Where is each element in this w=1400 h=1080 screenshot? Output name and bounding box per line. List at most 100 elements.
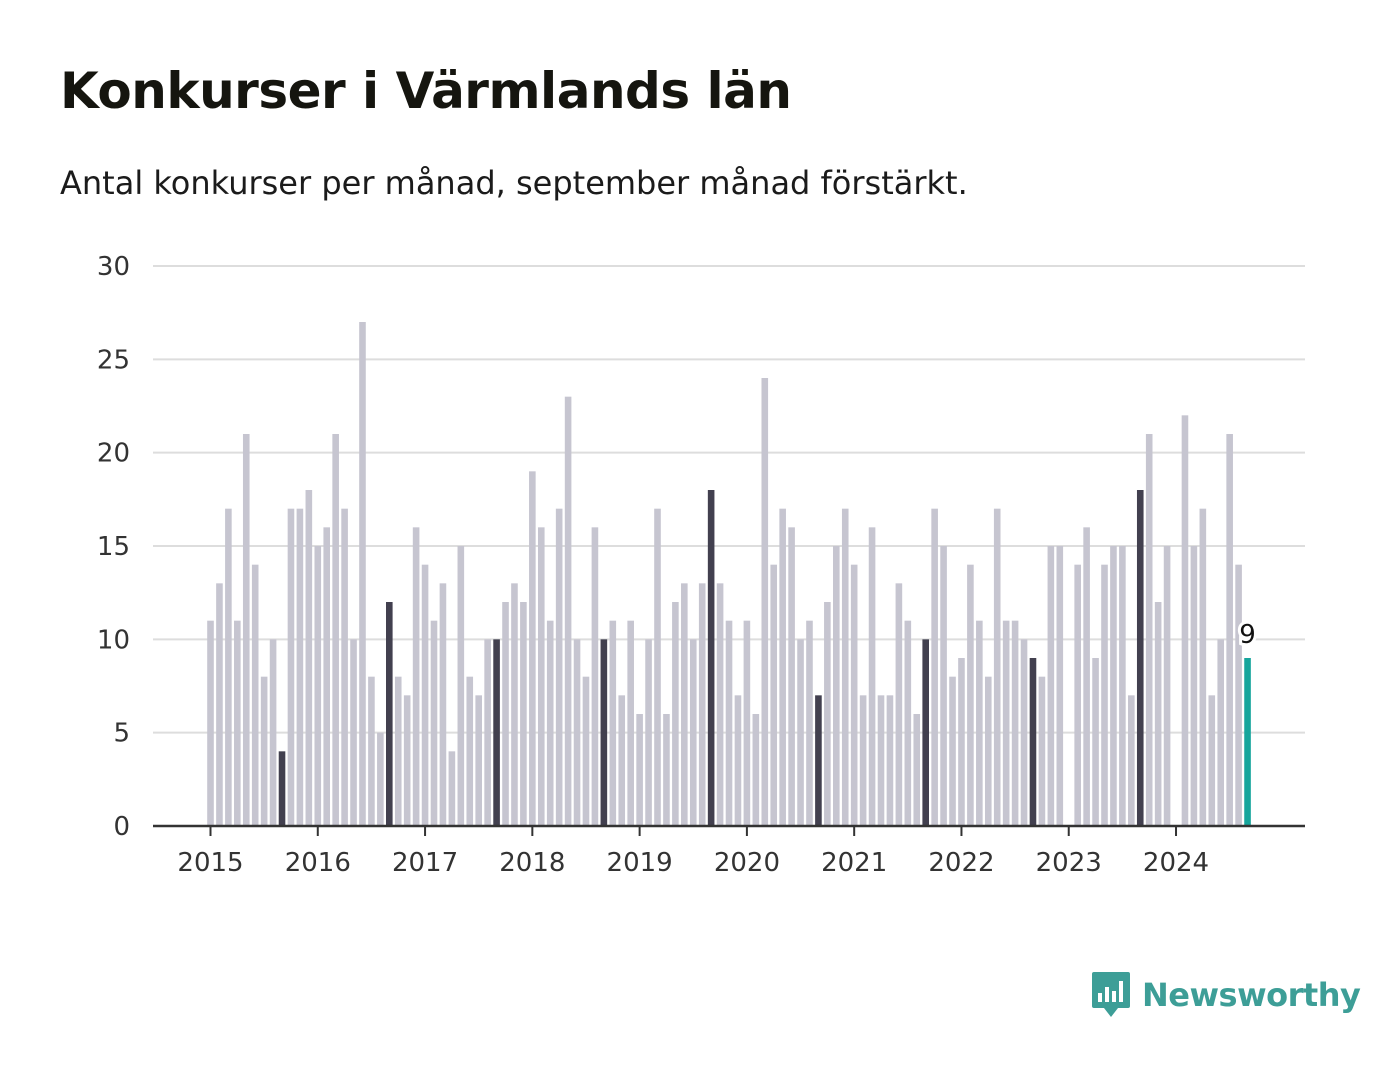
- bar: [1056, 546, 1064, 826]
- bar: [242, 434, 250, 826]
- bar: [698, 583, 706, 826]
- bar: [859, 695, 867, 826]
- bar: [1083, 527, 1090, 826]
- bar: [743, 620, 751, 826]
- y-tick-label: 5: [113, 719, 130, 749]
- bar: [359, 322, 366, 826]
- bar: [421, 564, 429, 826]
- x-tick-label: 2021: [821, 848, 887, 878]
- x-tick-label: 2017: [392, 848, 458, 878]
- bar: [502, 602, 509, 826]
- bar: [886, 695, 894, 826]
- bar: [1020, 639, 1028, 826]
- bar: [850, 564, 858, 826]
- bar: [1244, 658, 1251, 826]
- newsworthy-logo-icon: [1092, 972, 1130, 1017]
- chart-title: Konkurser i Värmlands län: [60, 62, 792, 120]
- bar: [949, 676, 956, 826]
- bar: [546, 620, 554, 826]
- bar: [555, 508, 563, 826]
- brand-name: Newsworthy: [1142, 976, 1361, 1014]
- bar: [394, 676, 402, 826]
- bar: [1154, 602, 1162, 826]
- bar: [788, 527, 795, 826]
- bar: [654, 508, 661, 826]
- bar: [672, 602, 679, 826]
- bar: [806, 620, 813, 826]
- bar: [305, 490, 313, 826]
- bar: [967, 564, 974, 826]
- y-tick-label: 15: [97, 532, 130, 562]
- bar: [591, 527, 599, 826]
- bar: [770, 564, 778, 826]
- bar: [815, 695, 822, 826]
- bar: [368, 676, 375, 826]
- bar: [511, 583, 518, 826]
- bar: [296, 508, 304, 826]
- bar: [377, 732, 384, 826]
- bar: [573, 639, 581, 826]
- bar: [1074, 564, 1081, 826]
- bar: [1128, 695, 1135, 826]
- x-tick-label: 2020: [714, 848, 780, 878]
- bar: [761, 378, 769, 826]
- bar: [627, 620, 634, 826]
- bar: [1092, 658, 1099, 826]
- bar: [529, 471, 536, 826]
- bar: [1011, 620, 1019, 826]
- bar: [1136, 490, 1144, 826]
- bars: [207, 322, 1251, 826]
- bar: [1029, 658, 1037, 826]
- bar: [207, 620, 214, 826]
- bar: [833, 546, 840, 826]
- bar: [412, 527, 420, 826]
- bar: [234, 620, 241, 826]
- bar: [976, 620, 983, 826]
- bar: [537, 527, 545, 826]
- y-tick-label: 25: [97, 345, 130, 375]
- bar: [341, 508, 348, 826]
- bar: [922, 639, 929, 826]
- bar: [609, 620, 617, 826]
- bar: [645, 639, 652, 826]
- bar: [824, 602, 831, 826]
- bar: [484, 639, 491, 826]
- bar: [993, 508, 1001, 826]
- bar: [1119, 546, 1126, 826]
- newsworthy-logo[interactable]: Newsworthy: [1090, 970, 1361, 1020]
- bar: [1101, 564, 1108, 826]
- bar: [386, 602, 393, 826]
- bar: [1002, 620, 1010, 826]
- bar: [779, 508, 786, 826]
- bar: [403, 695, 411, 826]
- bar: [940, 546, 947, 826]
- bar: [278, 751, 286, 826]
- bar: [269, 639, 277, 826]
- chart-subtitle: Antal konkurser per månad, september mån…: [60, 164, 968, 202]
- bar: [707, 490, 715, 826]
- x-tick-label: 2016: [285, 848, 351, 878]
- bar: [1163, 546, 1171, 826]
- bar: [251, 564, 259, 826]
- bar: [984, 676, 992, 826]
- x-tick-label: 2022: [928, 848, 994, 878]
- bar: [1110, 546, 1117, 826]
- bar: [1038, 676, 1046, 826]
- bar: [314, 546, 322, 826]
- bar-chart: 0 5 10 15 20 25 30 2015 2016 2017 2018 2019 2020 2021…: [97, 252, 1305, 878]
- bar: [287, 508, 295, 826]
- bar: [439, 583, 447, 826]
- bar: [457, 546, 465, 826]
- bar: [448, 751, 456, 826]
- x-tick-label: 2024: [1143, 848, 1209, 878]
- bar: [466, 676, 474, 826]
- bar: [725, 620, 733, 826]
- x-tick-label: 2023: [1036, 848, 1102, 878]
- bar: [475, 695, 482, 826]
- bar: [681, 583, 688, 826]
- bar: [877, 695, 885, 826]
- bar: [582, 676, 590, 826]
- bar: [1181, 415, 1189, 826]
- bar: [493, 639, 500, 826]
- data-label: 9: [1239, 620, 1256, 650]
